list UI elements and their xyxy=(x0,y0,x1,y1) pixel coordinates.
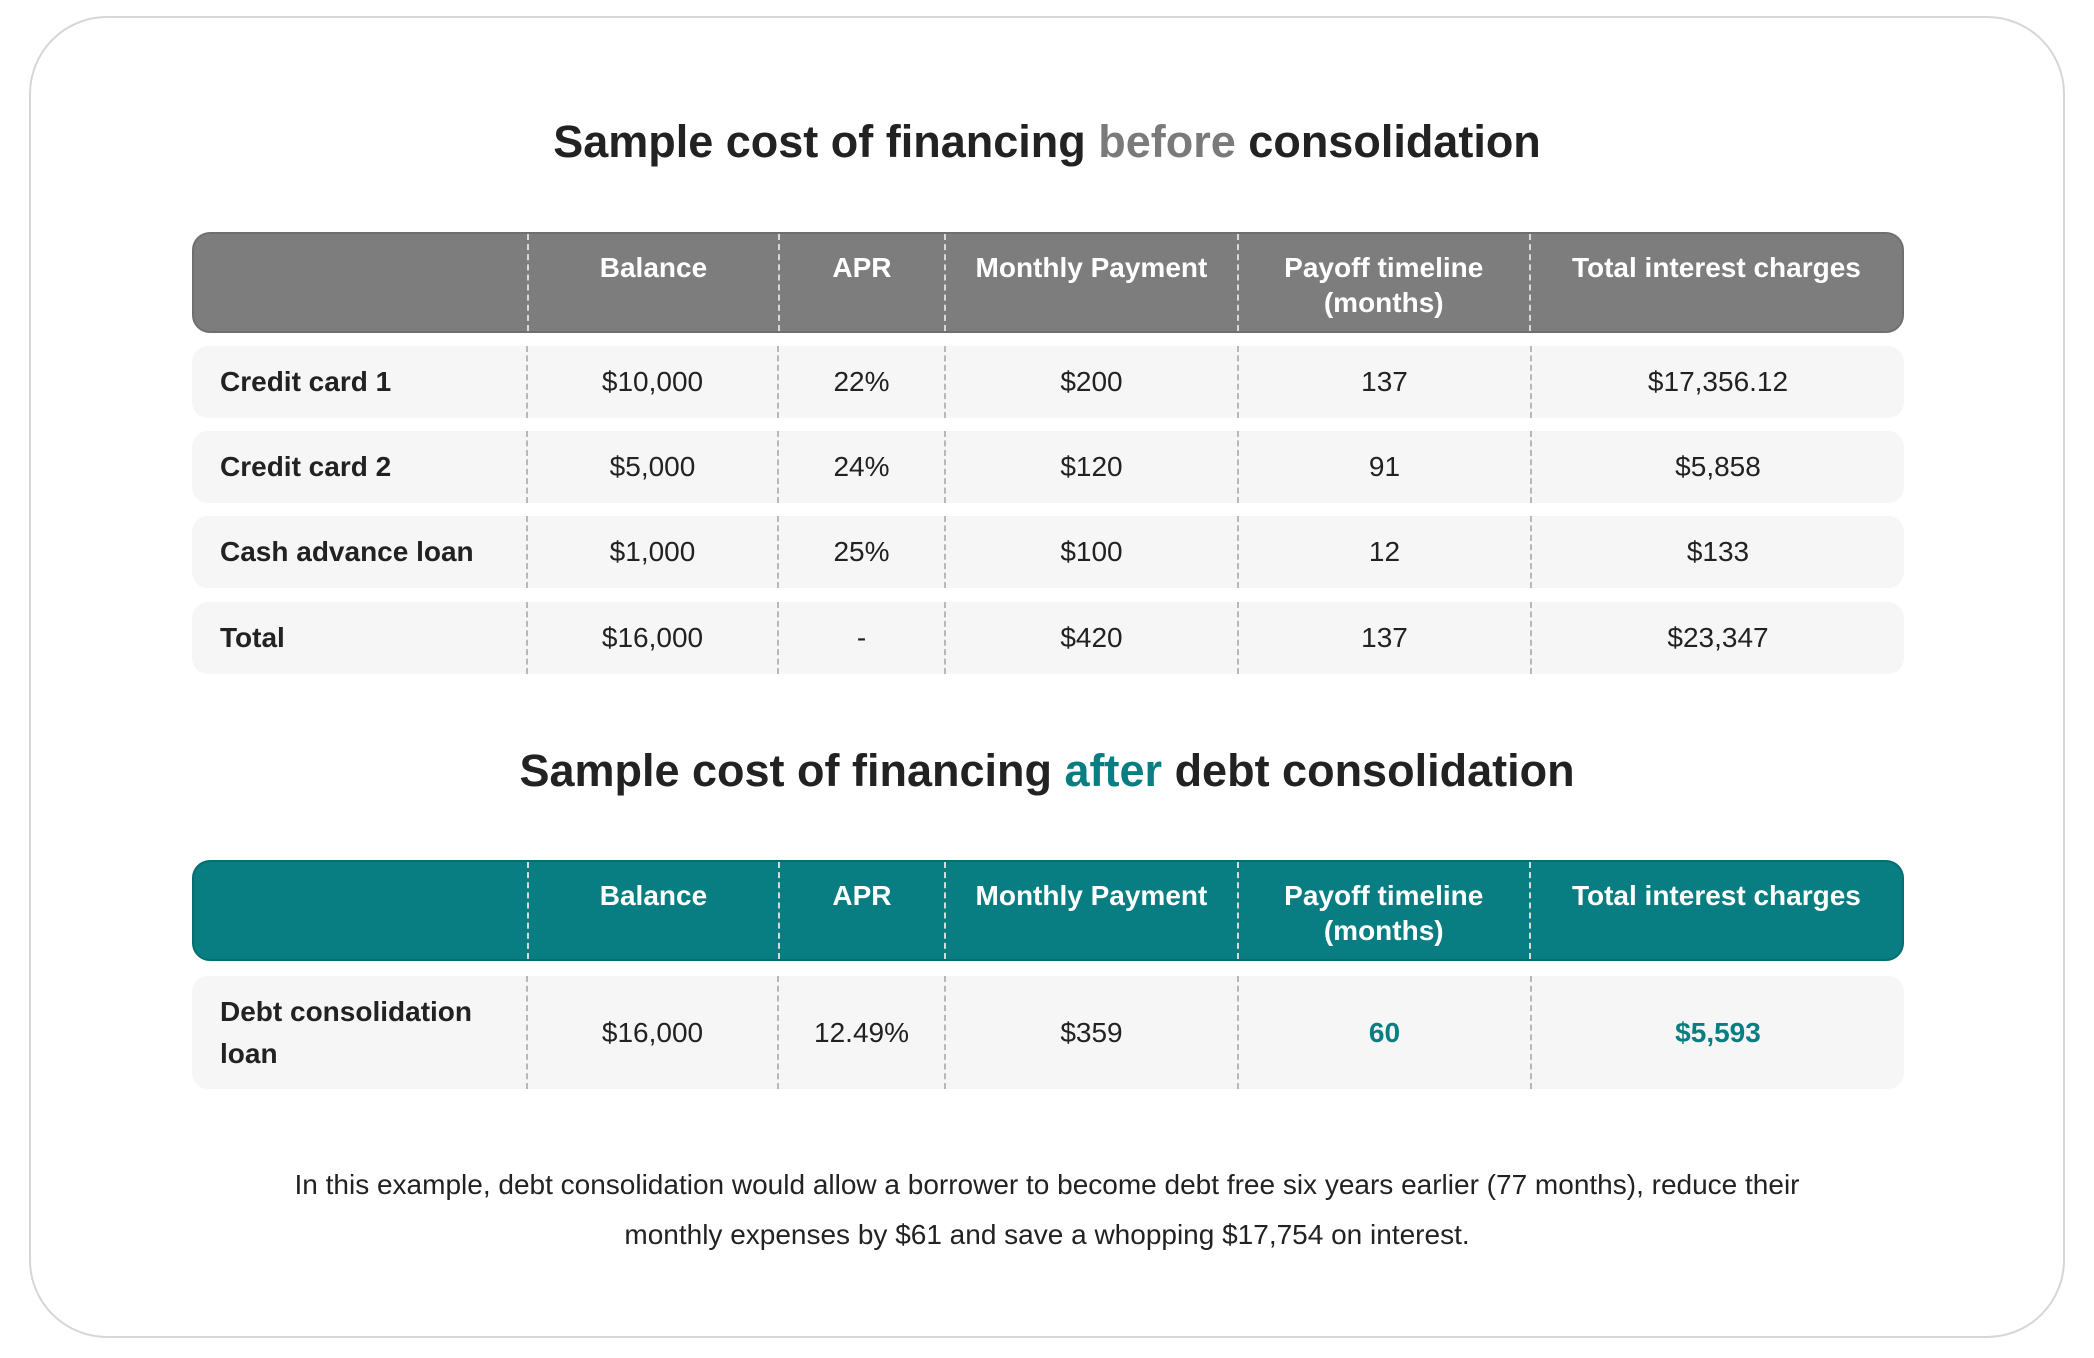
cell-balance: $1,000 xyxy=(526,516,777,588)
cell-payoff-timeline: 60 xyxy=(1237,976,1530,1089)
row-label: Total xyxy=(220,622,285,653)
table-row: Cash advance loan $1,000 25% $100 12 $13… xyxy=(192,516,1904,588)
before-table-title: Sample cost of financing before consolid… xyxy=(0,116,2094,168)
cell-balance: $16,000 xyxy=(526,976,777,1089)
header-cell-apr: APR xyxy=(777,862,945,959)
before-title-prefix: Sample cost of financing xyxy=(553,116,1099,167)
table-row: Debt consolidation loan $16,000 12.49% $… xyxy=(192,976,1904,1089)
cell-apr: 25% xyxy=(777,516,944,588)
header-cell-label xyxy=(194,234,527,331)
cell-total-interest: $17,356.12 xyxy=(1530,346,1904,418)
cell-monthly-payment: $420 xyxy=(944,602,1237,674)
cell-apr: - xyxy=(777,602,944,674)
cell-apr: 24% xyxy=(777,431,944,503)
after-title-accent: after xyxy=(1064,745,1163,796)
cell-total-interest: $5,593 xyxy=(1530,976,1904,1089)
table-row-total: Total $16,000 - $420 137 $23,347 xyxy=(192,602,1904,674)
cell-apr: 12.49% xyxy=(777,976,944,1089)
before-title-accent: before xyxy=(1098,116,1236,167)
summary-line-1: In this example, debt consolidation woul… xyxy=(294,1169,1800,1200)
cell-payoff-timeline: 137 xyxy=(1237,346,1530,418)
cell-total-interest: $23,347 xyxy=(1530,602,1904,674)
row-label: Debt consolidation loan xyxy=(220,995,472,1069)
cell-payoff-timeline: 12 xyxy=(1237,516,1530,588)
cell-balance: $16,000 xyxy=(526,602,777,674)
cell-payoff-timeline: 91 xyxy=(1237,431,1530,503)
before-title-suffix: consolidation xyxy=(1235,116,1541,167)
header-cell-apr: APR xyxy=(777,234,945,331)
cell-monthly-payment: $200 xyxy=(944,346,1237,418)
cell-monthly-payment: $100 xyxy=(944,516,1237,588)
header-cell-monthly-payment: Monthly Payment xyxy=(944,862,1236,959)
table-header-row: Balance APR Monthly Payment Payoff timel… xyxy=(192,860,1904,961)
cell-payoff-timeline: 137 xyxy=(1237,602,1530,674)
header-cell-balance: Balance xyxy=(527,862,777,959)
header-cell-payoff-timeline: Payoff timeline (months) xyxy=(1236,862,1529,959)
header-cell-total-interest: Total interest charges xyxy=(1528,234,1902,331)
row-label: Credit card 2 xyxy=(220,451,392,482)
content-card xyxy=(29,16,2065,1338)
cell-total-interest: $133 xyxy=(1530,516,1904,588)
cell-balance: $10,000 xyxy=(526,346,777,418)
cell-apr: 22% xyxy=(777,346,944,418)
summary-line-2: monthly expenses by $61 and save a whopp… xyxy=(624,1219,1470,1250)
header-cell-monthly-payment: Monthly Payment xyxy=(944,234,1236,331)
after-title-suffix: debt consolidation xyxy=(1162,745,1575,796)
summary-paragraph: In this example, debt consolidation woul… xyxy=(0,1160,2094,1260)
header-cell-payoff-timeline: Payoff timeline (months) xyxy=(1236,234,1529,331)
row-label: Credit card 1 xyxy=(220,366,392,397)
table-row: Credit card 2 $5,000 24% $120 91 $5,858 xyxy=(192,431,1904,503)
row-label: Cash advance loan xyxy=(220,536,474,567)
header-cell-label xyxy=(194,862,527,959)
table-header-row: Balance APR Monthly Payment Payoff timel… xyxy=(192,232,1904,333)
cell-monthly-payment: $120 xyxy=(944,431,1237,503)
cell-total-interest: $5,858 xyxy=(1530,431,1904,503)
cell-monthly-payment: $359 xyxy=(944,976,1237,1089)
cell-balance: $5,000 xyxy=(526,431,777,503)
after-table-title: Sample cost of financing after debt cons… xyxy=(0,745,2094,797)
table-row: Credit card 1 $10,000 22% $200 137 $17,3… xyxy=(192,346,1904,418)
after-title-prefix: Sample cost of financing xyxy=(519,745,1065,796)
header-cell-balance: Balance xyxy=(527,234,777,331)
header-cell-total-interest: Total interest charges xyxy=(1528,862,1902,959)
